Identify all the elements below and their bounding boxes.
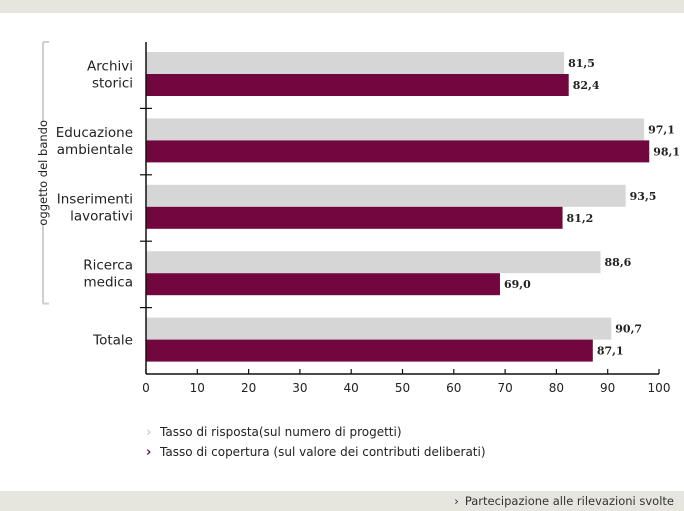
data-label-0-3: 88,6 <box>605 256 632 269</box>
footer-caption: › Partecipazione alle rilevazioni svolte <box>454 494 674 508</box>
legend-marker-risposta: › <box>146 424 152 440</box>
footer-text: Partecipazione alle rilevazioni svolte <box>464 494 674 508</box>
x-tick-label-6: 60 <box>446 381 461 395</box>
bar-0-1 <box>146 118 645 141</box>
bar-0-0 <box>146 52 565 74</box>
bar-1-0 <box>146 74 569 96</box>
x-tick-label-4: 40 <box>344 381 359 395</box>
footer-arrow: › <box>454 494 459 508</box>
legend-item-copertura: › Tasso di copertura (sul valore dei con… <box>146 442 486 462</box>
bar-1-4 <box>146 339 593 362</box>
bar-1-1 <box>146 140 650 163</box>
x-tick-label-9: 90 <box>600 381 615 395</box>
bar-0-4 <box>146 317 612 340</box>
bar-0-2 <box>146 184 626 207</box>
data-label-1-3: 69,0 <box>504 278 531 291</box>
data-label-0-1: 97,1 <box>648 123 675 136</box>
legend-item-risposta: › Tasso di risposta(sul numero di proget… <box>146 422 486 442</box>
legend-label-risposta: Tasso di risposta(sul numero di progetti… <box>160 425 402 439</box>
x-tick-label-3: 30 <box>292 381 307 395</box>
x-tick-label-1: 10 <box>190 381 205 395</box>
legend-label-copertura: Tasso di copertura (sul valore dei contr… <box>160 445 486 459</box>
category-label-1-1: ambientale <box>57 142 133 158</box>
data-label-1-1: 98,1 <box>653 145 680 158</box>
data-label-1-4: 87,1 <box>597 345 624 358</box>
data-label-0-4: 90,7 <box>615 323 642 336</box>
category-label-3-0: Ricerca <box>83 258 133 274</box>
category-label-2-1: lavorativi <box>70 208 133 224</box>
legend: › Tasso di risposta(sul numero di proget… <box>146 422 486 462</box>
top-band <box>0 0 684 13</box>
group-label-bg <box>35 120 51 225</box>
x-tick-label-0: 0 <box>142 381 150 395</box>
category-label-2-0: Inserimenti <box>57 191 133 207</box>
bar-0-3 <box>146 251 601 274</box>
bar-1-2 <box>146 206 563 229</box>
data-label-0-2: 93,5 <box>630 190 657 203</box>
bar-1-3 <box>146 273 500 296</box>
data-label-1-2: 81,2 <box>567 212 594 225</box>
group-label: oggetto del bando <box>36 120 50 226</box>
category-label-0-0: Archivi <box>87 59 133 75</box>
data-label-0-0: 81,5 <box>568 57 595 70</box>
data-label-1-0: 82,4 <box>573 79 600 92</box>
legend-marker-copertura: › <box>146 444 152 460</box>
category-label-4-0: Totale <box>92 333 133 349</box>
x-tick-label-5: 50 <box>395 381 410 395</box>
x-tick-label-2: 20 <box>241 381 256 395</box>
category-label-1-0: Educazione <box>56 125 133 141</box>
x-tick-label-7: 70 <box>497 381 512 395</box>
category-label-0-1: storici <box>92 76 133 92</box>
x-tick-label-8: 80 <box>549 381 564 395</box>
bottom-band <box>0 491 684 511</box>
category-label-3-1: medica <box>84 275 133 291</box>
x-tick-label-10: 100 <box>648 381 671 395</box>
